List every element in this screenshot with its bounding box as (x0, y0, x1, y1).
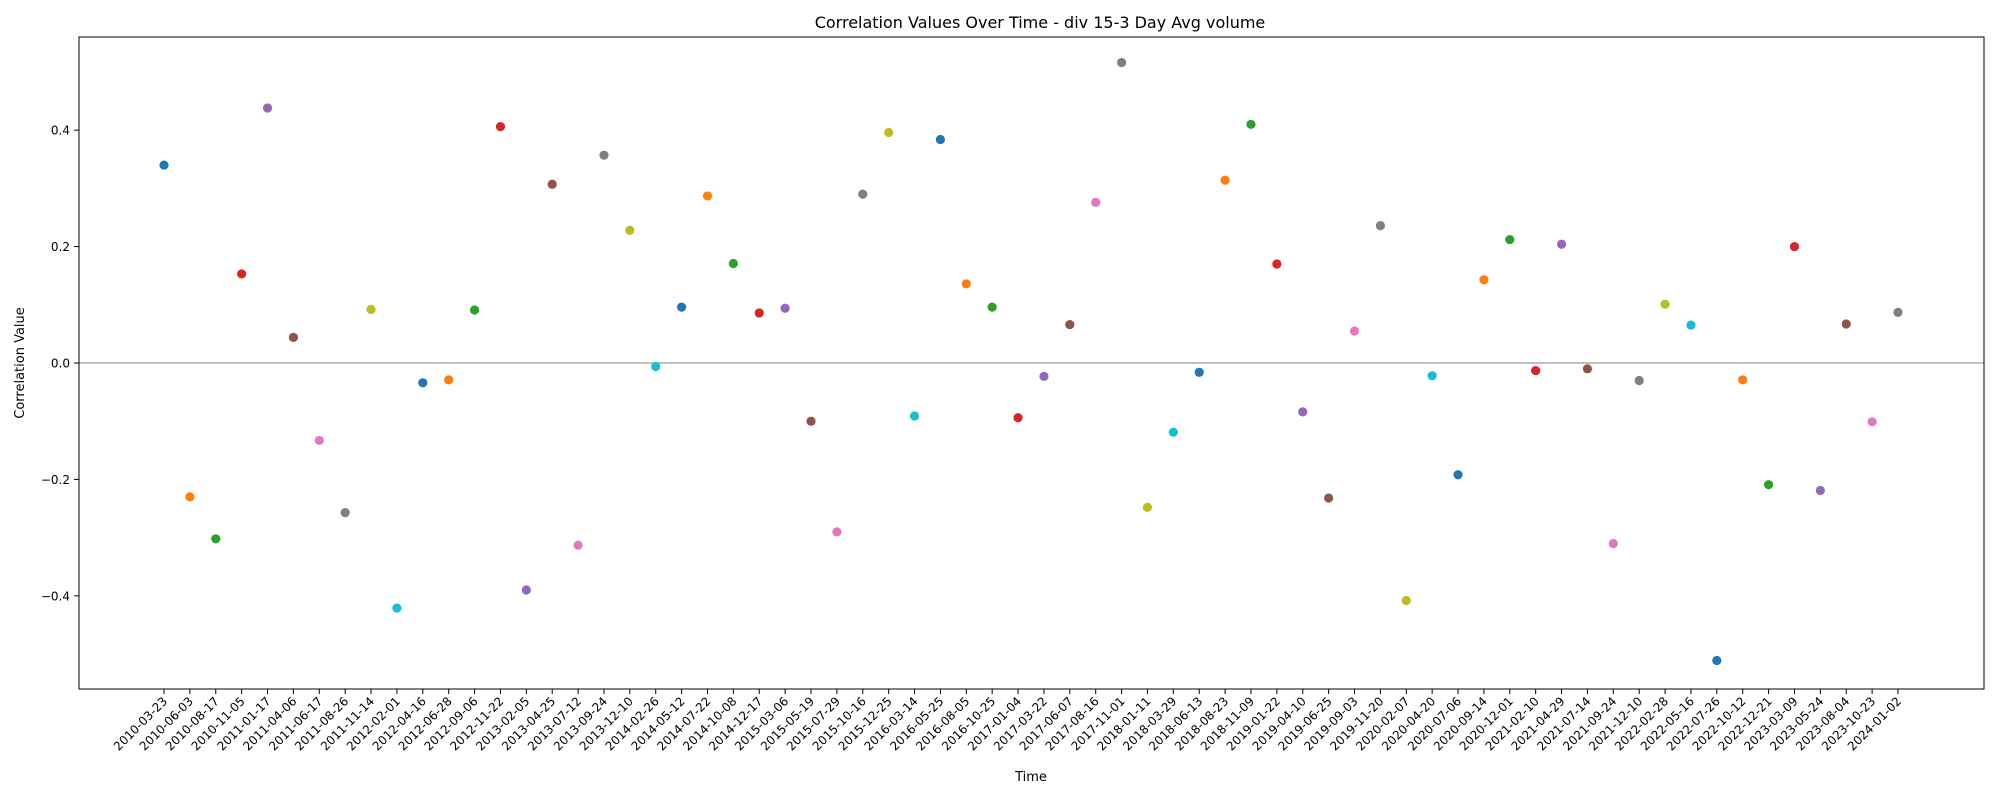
data-point (340, 508, 350, 518)
data-point (1116, 58, 1127, 68)
data-point (858, 189, 868, 199)
data-point (1582, 364, 1593, 374)
data-point (1556, 239, 1567, 249)
chart-title: Correlation Values Over Time - div 15-3 … (815, 13, 1266, 32)
data-point (935, 134, 946, 145)
data-point (1401, 595, 1411, 606)
data-point (211, 534, 221, 544)
y-tick-label: 0.4 (51, 124, 70, 138)
y-tick-label: 0.0 (51, 357, 70, 371)
data-point (1763, 480, 1774, 490)
data-point (1738, 375, 1748, 385)
data-point (909, 411, 920, 421)
y-tick-label: 0.2 (51, 240, 70, 254)
data-point (288, 332, 299, 342)
data-point (1298, 407, 1308, 417)
data-point (780, 303, 790, 313)
data-points (159, 58, 1903, 666)
data-point (366, 304, 376, 315)
data-point (237, 269, 247, 279)
data-point (547, 179, 557, 189)
y-tick-label: −0.4 (41, 589, 70, 603)
data-point (1815, 485, 1825, 496)
data-point (573, 540, 583, 550)
data-point (702, 191, 713, 201)
data-point (1375, 221, 1385, 231)
data-point (1712, 655, 1722, 666)
data-point (754, 308, 764, 318)
data-point (521, 585, 531, 595)
data-point (884, 127, 894, 138)
data-point (1220, 175, 1230, 185)
data-point (1479, 275, 1489, 285)
data-point (314, 435, 324, 446)
data-point (1789, 241, 1800, 252)
data-point (806, 416, 816, 426)
data-point (159, 160, 169, 170)
data-point (444, 375, 454, 385)
data-point (1686, 320, 1696, 330)
data-point (961, 279, 971, 289)
data-point (1246, 119, 1256, 129)
y-tick-label: −0.2 (41, 473, 70, 487)
data-point (1608, 538, 1618, 549)
data-point (1349, 326, 1360, 336)
data-point (1272, 259, 1282, 269)
data-point (495, 122, 506, 132)
data-point (1065, 319, 1075, 330)
data-point (625, 225, 635, 235)
data-point (392, 603, 402, 613)
data-point (599, 150, 609, 160)
plot-area-frame (78, 36, 1985, 690)
data-point (469, 305, 480, 315)
data-point (1660, 299, 1670, 309)
data-point (418, 378, 428, 388)
x-axis-label: Time (1014, 770, 1047, 785)
data-point (1531, 365, 1541, 376)
data-point (987, 302, 997, 312)
data-point (728, 258, 738, 269)
y-axis: −0.4 −0.2 0.0 0.2 0.4 (41, 124, 79, 603)
data-point (262, 103, 273, 113)
data-point (1091, 197, 1101, 207)
data-point (832, 527, 842, 537)
data-point (1194, 367, 1204, 377)
data-point (1505, 234, 1515, 245)
y-axis-label: Correlation Value (13, 307, 28, 419)
data-point (1168, 427, 1178, 437)
data-point (1324, 493, 1334, 503)
data-point (1893, 307, 1903, 317)
data-point (651, 361, 661, 372)
data-point (1867, 417, 1877, 427)
data-point (1427, 371, 1437, 381)
data-point (1039, 371, 1049, 381)
data-point (1142, 502, 1153, 512)
data-point (1841, 319, 1851, 329)
data-point (1013, 413, 1023, 423)
data-point (1634, 375, 1644, 386)
data-point (1453, 470, 1463, 480)
x-axis: 2010-03-232010-06-032010-08-172010-11-05… (111, 689, 1904, 753)
data-point (185, 492, 195, 502)
data-point (677, 302, 687, 312)
